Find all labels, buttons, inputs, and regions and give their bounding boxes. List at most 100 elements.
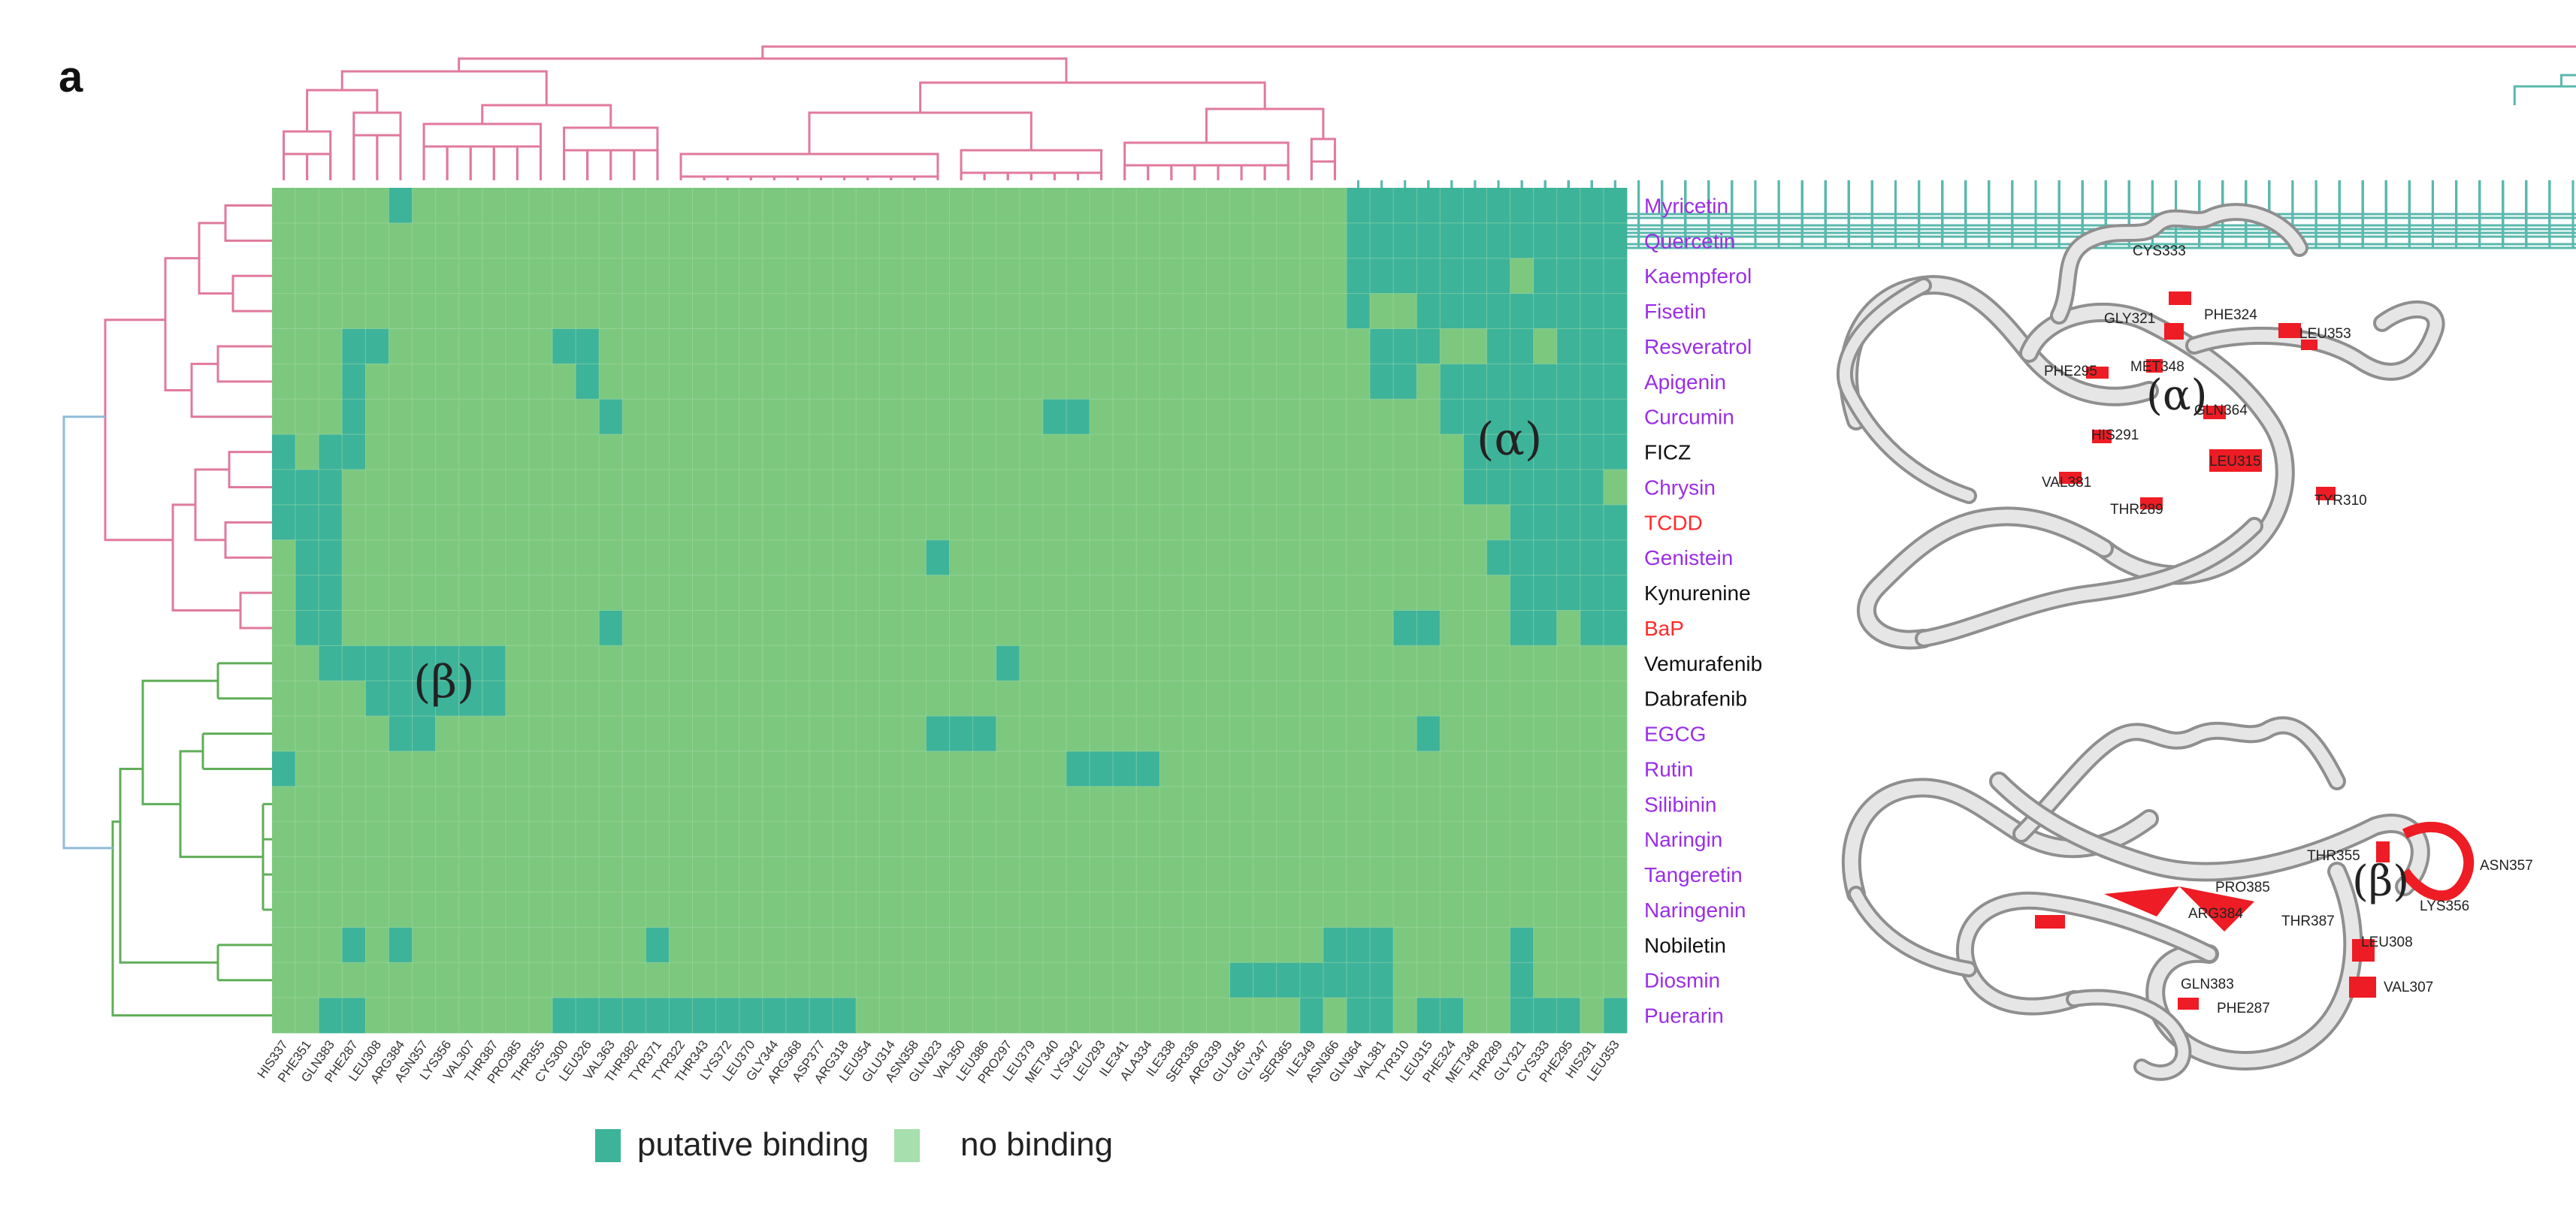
heatmap-cell — [646, 610, 670, 646]
heatmap-cell — [739, 470, 763, 506]
heatmap-cell — [669, 962, 693, 998]
heatmap-cell — [1533, 681, 1558, 717]
dendrogram-branch — [983, 171, 1009, 180]
heatmap-cell — [926, 998, 950, 1034]
dendrogram-branch — [422, 145, 449, 180]
heatmap-cell — [1580, 575, 1604, 611]
heatmap-cell — [1533, 821, 1558, 858]
heatmap-cell — [365, 222, 389, 259]
heatmap-cell — [528, 610, 553, 646]
heatmap-cell — [1253, 821, 1277, 858]
heatmap-cell — [1556, 821, 1581, 858]
heatmap-cell — [505, 188, 530, 224]
heatmap-cell — [1183, 539, 1207, 576]
heatmap-cell — [739, 751, 763, 787]
heatmap-cell — [833, 716, 857, 752]
heatmap-cell — [552, 364, 576, 400]
heatmap-cell — [996, 364, 1020, 400]
heatmap-cell — [1346, 222, 1371, 259]
heatmap-cell — [1206, 575, 1230, 611]
heatmap-cell — [692, 821, 717, 858]
heatmap-cell — [1042, 998, 1067, 1034]
heatmap-cell — [926, 258, 950, 294]
heatmap-cell — [1580, 293, 1604, 329]
heatmap-cell — [1090, 962, 1114, 998]
heatmap-cell — [1066, 399, 1090, 435]
heatmap-cell — [458, 504, 483, 541]
heatmap-cell — [762, 821, 787, 858]
heatmap-cell — [1533, 751, 1558, 787]
dendrogram-branch — [1123, 141, 1290, 180]
heatmap-cell — [739, 892, 763, 928]
heatmap-cell — [972, 998, 997, 1034]
heatmap-cell — [1486, 892, 1510, 928]
heatmap-cell — [996, 786, 1020, 823]
heatmap-cell — [1346, 364, 1371, 400]
heatmap-cell — [1066, 610, 1090, 646]
heatmap-cell — [412, 681, 437, 717]
heatmap-cell — [599, 681, 623, 717]
heatmap-cell — [1533, 188, 1558, 224]
heatmap-cell — [1042, 504, 1067, 541]
heatmap-cell — [528, 539, 553, 576]
heatmap-cell — [1486, 575, 1510, 611]
heatmap-cell — [1463, 821, 1487, 858]
heatmap-cell — [1393, 399, 1417, 435]
heatmap-cell — [1253, 399, 1277, 435]
heatmap-cell — [996, 962, 1020, 998]
heatmap-cell — [1042, 610, 1067, 646]
heatmap-cell — [1370, 856, 1394, 892]
heatmap-cell — [389, 504, 413, 541]
heatmap-cell — [295, 293, 319, 329]
heatmap-cell — [505, 539, 530, 576]
heatmap-cell — [1416, 188, 1441, 224]
heatmap-cell — [365, 610, 389, 646]
residue-label: VAL307 — [2384, 980, 2433, 995]
heatmap-cell — [1229, 399, 1254, 435]
heatmap-cell — [903, 470, 927, 506]
dendrogram-branch — [919, 81, 1266, 113]
heatmap-cell — [949, 856, 973, 892]
heatmap-cell — [295, 821, 319, 858]
heatmap-cell — [1019, 751, 1044, 787]
heatmap-cell — [785, 364, 810, 400]
heatmap-cell — [739, 998, 763, 1034]
heatmap-cell — [646, 222, 670, 259]
heatmap-cell — [1416, 575, 1441, 611]
heatmap-cell — [599, 222, 623, 259]
dendrogram-branch — [224, 204, 272, 242]
heatmap-cell — [319, 539, 343, 576]
heatmap-cell — [1253, 645, 1277, 681]
heatmap-cell — [1253, 927, 1277, 963]
heatmap-cell — [599, 539, 623, 576]
heatmap-cell — [1556, 434, 1581, 470]
heatmap-cell — [435, 293, 460, 329]
heatmap-cell — [1066, 998, 1090, 1034]
heatmap-cell — [762, 962, 787, 998]
heatmap-cell — [1440, 539, 1464, 576]
heatmap-cell — [903, 575, 927, 611]
heatmap-cell — [1299, 258, 1324, 294]
heatmap-cell — [295, 575, 319, 611]
heatmap-cell — [622, 962, 646, 998]
heatmap-cell — [435, 188, 460, 224]
heatmap-cell — [599, 575, 623, 611]
heatmap-cell — [692, 470, 717, 506]
heatmap-cell — [762, 364, 787, 400]
heatmap-cell — [622, 293, 646, 329]
heatmap-cell — [1113, 892, 1137, 928]
heatmap-cell — [528, 364, 553, 400]
heatmap-cell — [576, 751, 600, 787]
heatmap-cell — [1393, 645, 1417, 681]
heatmap-cell — [1510, 434, 1534, 470]
heatmap-cell — [692, 962, 717, 998]
heatmap-cell — [599, 786, 623, 823]
heatmap-cell — [272, 470, 296, 506]
heatmap-cell — [552, 504, 576, 541]
heatmap-cell — [342, 222, 366, 259]
heatmap-cell — [1603, 575, 1628, 611]
heatmap-cell — [1276, 222, 1301, 259]
heatmap-cell — [1136, 856, 1160, 892]
heatmap-cell — [762, 258, 787, 294]
